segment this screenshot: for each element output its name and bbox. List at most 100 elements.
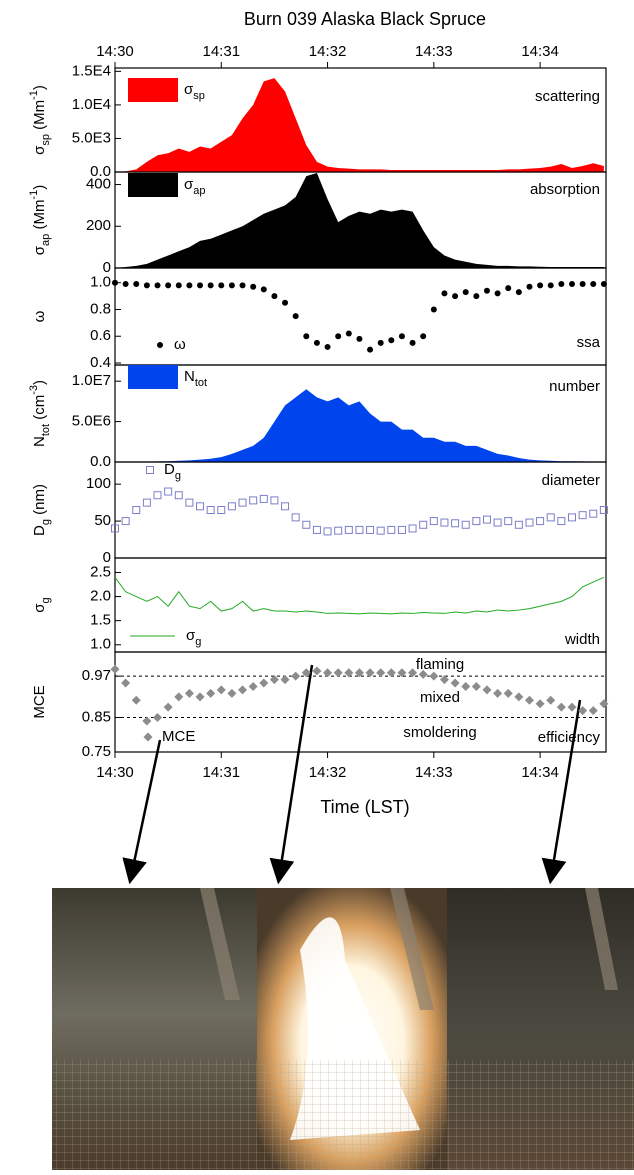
point [590, 281, 597, 288]
point [557, 517, 566, 526]
point [280, 675, 290, 685]
point [493, 518, 502, 527]
point [409, 339, 416, 346]
text-segment: g [195, 636, 201, 648]
area [115, 389, 604, 462]
point [461, 520, 470, 529]
panel-name: scattering [535, 88, 600, 105]
legend-label: σap [184, 176, 206, 197]
y-tick-label: 0.75 [82, 743, 111, 760]
arrow [122, 739, 162, 885]
point [292, 313, 299, 320]
text-segment: sp [40, 134, 52, 146]
point [131, 695, 141, 705]
y-axis-label: Ntot (cm-3) [28, 380, 52, 447]
point [503, 688, 513, 698]
point [579, 281, 586, 288]
y-tick-label: 1.5 [90, 612, 111, 629]
text-segment: D [164, 461, 175, 478]
point [238, 685, 248, 695]
legend-swatch [143, 732, 153, 742]
point [175, 282, 182, 289]
annotation: mixed [420, 689, 460, 706]
point [227, 502, 236, 511]
x-axis-label: Time (LST) [320, 797, 409, 817]
legend-label: MCE [162, 728, 195, 745]
y-axis-label: MCE [31, 685, 48, 718]
arrows [122, 664, 582, 885]
x-tick-label-top: 14:30 [96, 43, 134, 60]
y-tick-label: 1.0E7 [72, 372, 111, 389]
point [111, 524, 119, 533]
point [345, 330, 352, 337]
x-tick-label: 14:33 [415, 764, 453, 781]
point [323, 668, 333, 678]
point [217, 506, 226, 514]
y-tick-label: 100 [86, 475, 111, 492]
y-tick-label: 2.5 [90, 563, 111, 580]
y-tick-label: 0 [103, 259, 111, 276]
point [504, 517, 513, 526]
point [174, 491, 183, 500]
x-tick-label-top: 14:31 [203, 43, 241, 60]
text-segment: D [31, 525, 48, 536]
point [239, 282, 246, 289]
text-segment: ap [40, 234, 52, 246]
text-segment: MCE [162, 728, 195, 745]
point [420, 333, 427, 340]
point [429, 671, 439, 681]
point [356, 335, 363, 342]
point [482, 685, 492, 695]
point [323, 527, 332, 536]
panel-name: absorption [530, 181, 600, 198]
x-tick-label-top: 14:32 [309, 43, 347, 60]
point [206, 688, 216, 698]
point [354, 668, 364, 678]
point [515, 289, 522, 296]
point [259, 494, 268, 503]
y-tick-label: 0.85 [82, 708, 111, 725]
points [110, 664, 609, 726]
photos [52, 888, 634, 1170]
legend-label: σsp [184, 81, 205, 102]
panel-name: ssa [577, 334, 601, 351]
y-axis-label: σap (Mm-1) [28, 185, 52, 255]
text-segment: σ [186, 627, 196, 644]
point [536, 517, 545, 526]
point [493, 688, 503, 698]
x-tick-label-top: 14:34 [521, 43, 559, 60]
point [546, 513, 555, 522]
annotation: smoldering [403, 724, 476, 741]
point [524, 695, 534, 705]
text-segment: σ [184, 81, 194, 98]
point [112, 279, 118, 286]
point [505, 285, 512, 292]
legend-swatch [128, 78, 178, 102]
y-tick-label: 5.0E3 [72, 129, 111, 146]
point [301, 668, 311, 678]
legend-label: Dg [164, 461, 181, 482]
point [344, 668, 354, 678]
point [578, 706, 588, 716]
point [153, 491, 162, 500]
point [121, 678, 131, 688]
area [115, 78, 604, 172]
legend-swatch [157, 342, 163, 348]
y-tick-label: 1.0E4 [72, 96, 111, 113]
point [121, 517, 130, 526]
chart-title: Burn 039 Alaska Black Spruce [244, 9, 486, 29]
legend-swatch [146, 466, 154, 474]
point [599, 506, 608, 514]
point [589, 509, 598, 518]
text-segment: g [40, 519, 52, 525]
point [302, 520, 311, 529]
y-tick-label: 1.5E4 [72, 62, 111, 79]
text-segment: σ [31, 245, 48, 255]
panel-name: width [564, 631, 600, 648]
point [248, 681, 258, 691]
text-segment: N [184, 368, 195, 385]
legend-swatch [128, 365, 178, 389]
point [270, 496, 279, 505]
y-tick-label: 0.6 [90, 327, 111, 344]
point [387, 525, 396, 534]
